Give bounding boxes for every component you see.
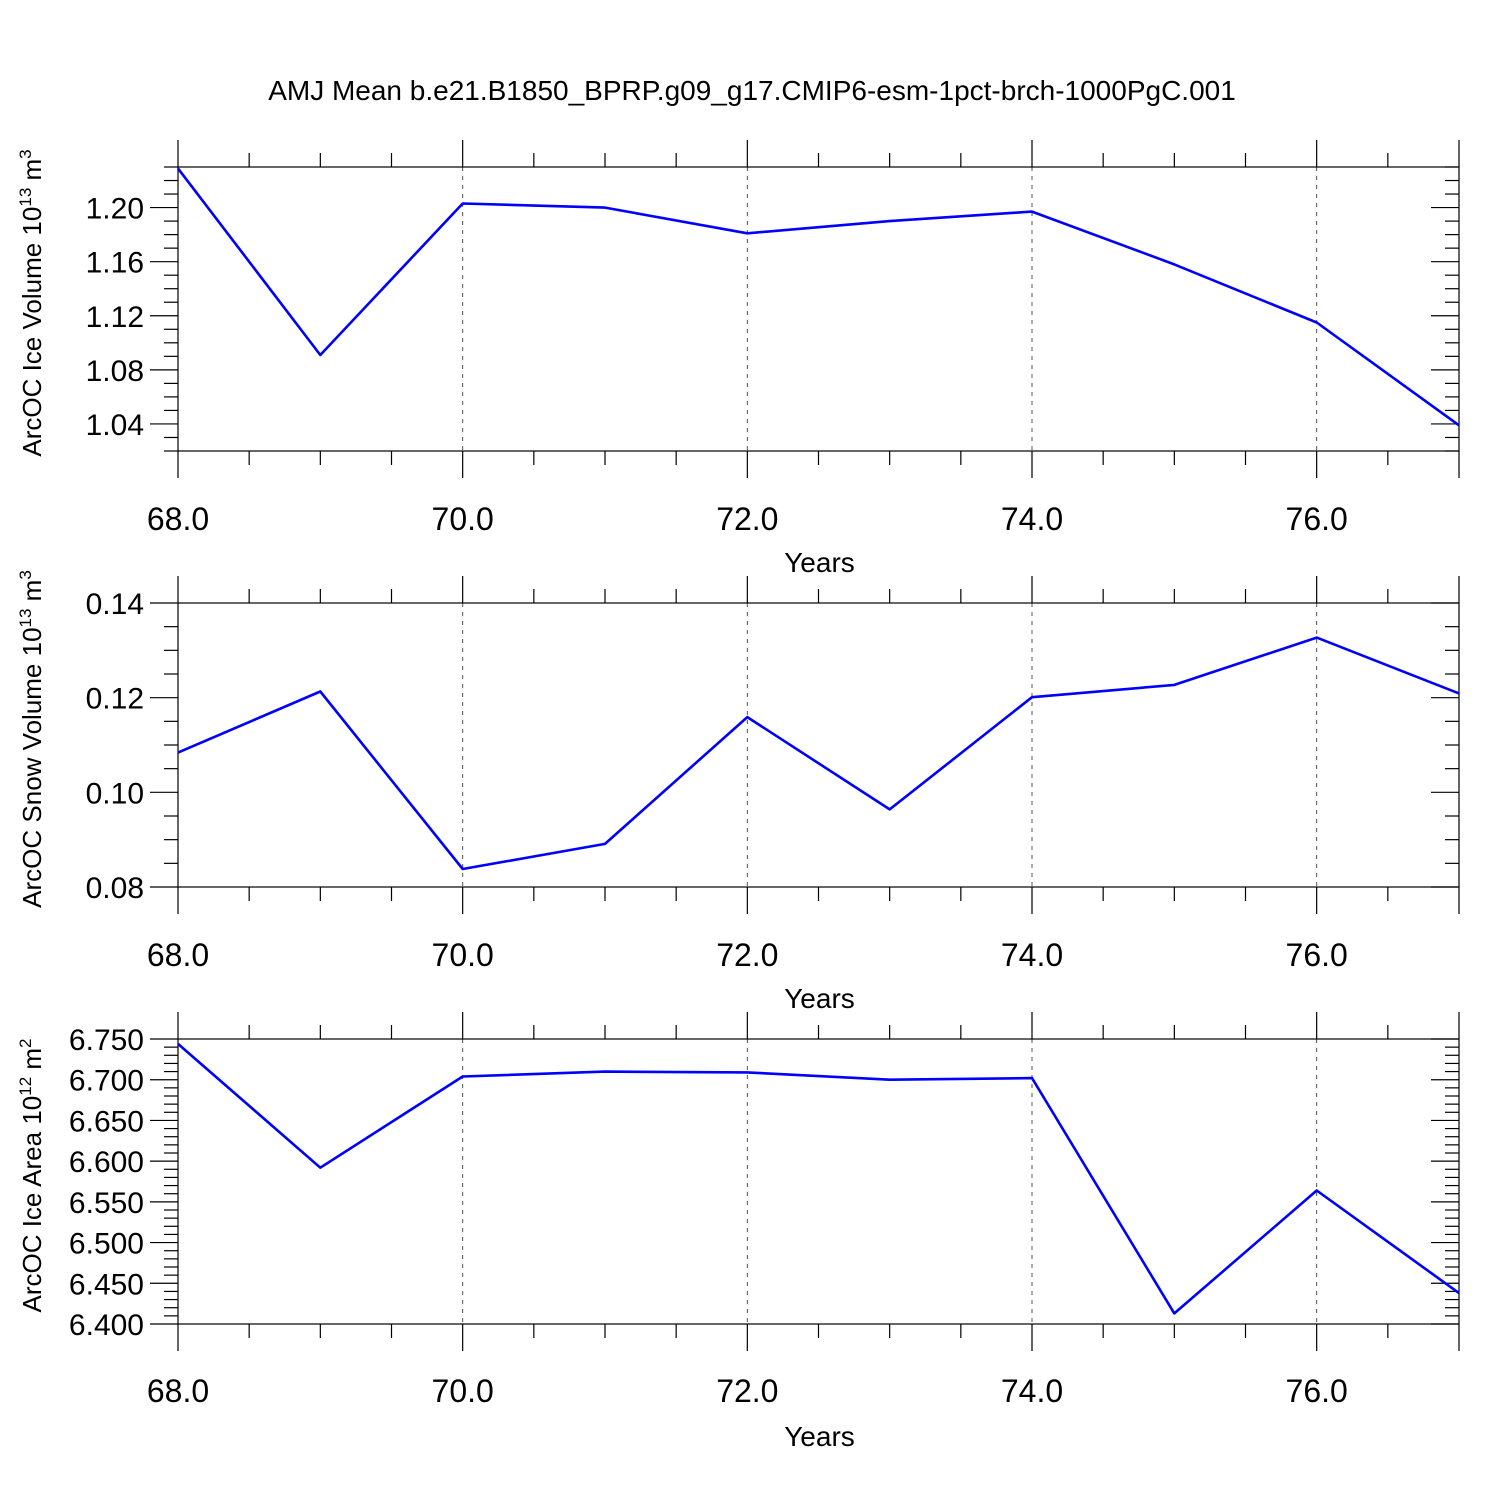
x-tick-label: 70.0 bbox=[432, 937, 494, 973]
y-tick-label: 6.400 bbox=[69, 1309, 144, 1342]
y-tick-label: 6.650 bbox=[69, 1105, 144, 1138]
series-line bbox=[177, 636, 1460, 871]
y-axis-title-superscript: 12 bbox=[16, 1077, 35, 1096]
y-axis-title: ArcOC Ice Volume 1013 m3 bbox=[16, 149, 47, 456]
y-tick-label: 1.20 bbox=[86, 193, 144, 226]
y-axis-title-text: ArcOC Ice Area 10 bbox=[17, 1096, 47, 1313]
x-axis-title: Years bbox=[784, 1421, 855, 1452]
x-tick-label: 76.0 bbox=[1286, 501, 1348, 537]
y-tick-label: 1.12 bbox=[86, 301, 144, 334]
y-axis-title-superscript: 13 bbox=[16, 609, 35, 628]
x-tick-label: 76.0 bbox=[1286, 1373, 1348, 1409]
x-tick-label: 68.0 bbox=[147, 1373, 209, 1409]
x-tick-label: 70.0 bbox=[432, 501, 494, 537]
y-tick-label: 0.10 bbox=[86, 777, 144, 810]
x-tick-label: 72.0 bbox=[716, 937, 778, 973]
series-line bbox=[177, 1042, 1460, 1315]
y-axis-title-text: m bbox=[17, 580, 47, 609]
y-tick-label: 0.14 bbox=[86, 588, 144, 621]
y-axis-title-superscript: 3 bbox=[16, 149, 35, 158]
panels-group: 68.0 70.0 72.0 74.0 76.0 Years 1.04 1.08 1.12 1.1… bbox=[16, 140, 1460, 1452]
y-tick-label: 1.04 bbox=[86, 409, 144, 442]
x-tick-label: 68.0 bbox=[147, 937, 209, 973]
y-tick-label: 6.700 bbox=[69, 1065, 144, 1098]
panel-2: 68.0 70.0 72.0 74.0 76.0 Years 0.08 0.10 0.12 0.1… bbox=[16, 570, 1460, 1014]
y-tick-label: 0.08 bbox=[86, 872, 144, 905]
x-tick-label: 74.0 bbox=[1001, 937, 1063, 973]
y-axis-title-superscript: 2 bbox=[16, 1038, 35, 1047]
panel-1: 68.0 70.0 72.0 74.0 76.0 Years 1.04 1.08 1.12 1.1… bbox=[16, 140, 1460, 578]
y-axis-title-text: ArcOC Snow Volume 10 bbox=[17, 627, 47, 907]
series-line bbox=[176, 167, 1460, 427]
y-axis-title-text: ArcOC Ice Volume 10 bbox=[17, 207, 47, 457]
x-tick-label: 70.0 bbox=[432, 1373, 494, 1409]
x-tick-label: 74.0 bbox=[1001, 501, 1063, 537]
y-axis-title-superscript: 3 bbox=[16, 570, 35, 579]
y-tick-label: 1.16 bbox=[86, 247, 144, 280]
x-tick-label: 68.0 bbox=[147, 501, 209, 537]
x-tick-label: 72.0 bbox=[716, 501, 778, 537]
y-tick-label: 6.750 bbox=[69, 1024, 144, 1057]
y-axis-title: ArcOC Ice Area 1012 m2 bbox=[16, 1038, 47, 1312]
x-tick-label: 76.0 bbox=[1286, 937, 1348, 973]
y-axis-title: ArcOC Snow Volume 1013 m3 bbox=[16, 570, 47, 908]
panel-3: 68.0 70.0 72.0 74.0 76.0 Years 6.400 6.450 6.500… bbox=[16, 1012, 1460, 1452]
y-tick-label: 0.12 bbox=[86, 683, 144, 716]
y-tick-label: 6.450 bbox=[69, 1268, 144, 1301]
y-tick-label: 6.500 bbox=[69, 1228, 144, 1261]
x-axis-title: Years bbox=[784, 547, 855, 578]
y-tick-label: 6.600 bbox=[69, 1146, 144, 1179]
x-tick-label: 74.0 bbox=[1001, 1373, 1063, 1409]
y-tick-label: 6.550 bbox=[69, 1187, 144, 1220]
x-axis-title: Years bbox=[784, 983, 855, 1014]
y-tick-label: 1.08 bbox=[86, 355, 144, 388]
y-axis-title-text: m bbox=[17, 159, 47, 188]
y-axis-title-text: m bbox=[17, 1048, 47, 1077]
figure-title: AMJ Mean b.e21.B1850_BPRP.g09_g17.CMIP6-… bbox=[268, 75, 1236, 106]
x-tick-label: 72.0 bbox=[716, 1373, 778, 1409]
y-axis-title-superscript: 13 bbox=[16, 188, 35, 207]
